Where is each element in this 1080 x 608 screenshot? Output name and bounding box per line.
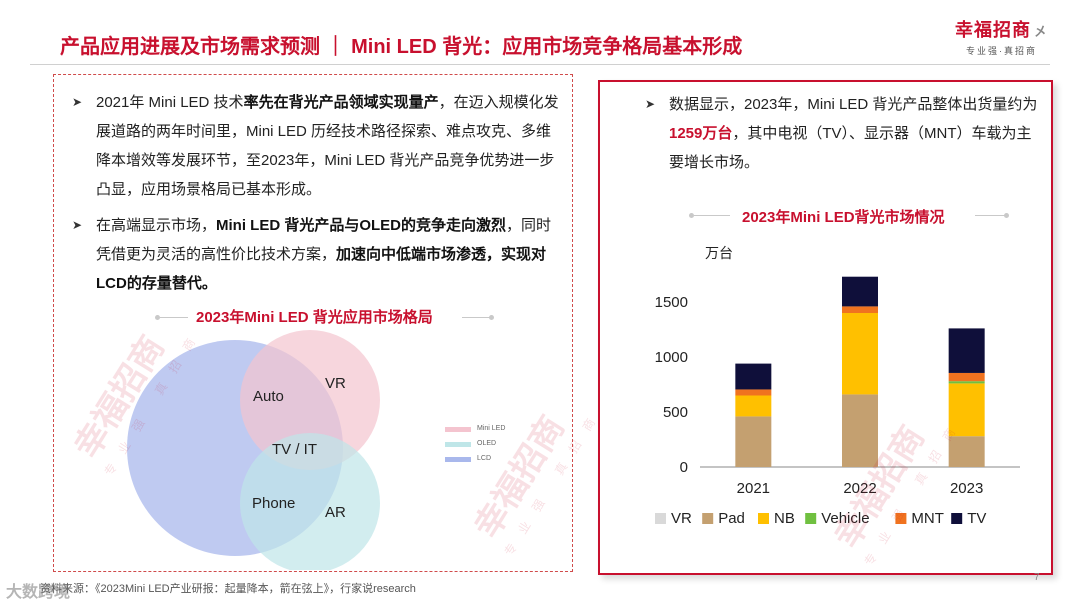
- x-tick-label: 2022: [843, 480, 876, 497]
- logo-main: 幸福招商㐅: [955, 20, 1049, 40]
- bar-pad-2023: [948, 436, 985, 467]
- bar-pad-2022: [842, 394, 878, 467]
- bar-chart: 万台 0 500 1000 1500 2021 2022 2023 VR Pad NB Vehi…: [655, 245, 1020, 527]
- legend-label-pad: Pad: [718, 510, 745, 527]
- bar-tv-2023: [948, 328, 985, 373]
- page-number: 7: [1034, 572, 1040, 583]
- source-note: 资料来源：《2023Mini LED产业研报：起量降本，箭在弦上》，行家说res…: [40, 583, 416, 595]
- left-panel: [53, 74, 573, 572]
- legend-swatch-vehicle: [805, 513, 817, 524]
- legend-swatch-mnt: [895, 513, 907, 524]
- title-deco-dot: [1004, 213, 1009, 218]
- bullet-arrow-icon: ➤: [72, 218, 83, 232]
- bar-vehicle-2023: [948, 381, 985, 384]
- venn-label-phone: Phone: [252, 495, 296, 512]
- legend-label-lcd: LCD: [477, 455, 492, 462]
- y-tick-label: 0: [680, 459, 688, 476]
- title-deco-line: [694, 215, 730, 216]
- left-bullet-2: ➤ 在高端显示市场，Mini LED 背光产品与OLED的竞争走向激烈，同时凭借…: [72, 211, 562, 298]
- bar-nb-2023: [948, 383, 985, 437]
- title-deco-line: [975, 215, 1005, 216]
- venn-label-auto: Auto: [253, 388, 284, 405]
- legend-swatch-nb: [758, 513, 769, 524]
- legend-swatch-vr: [655, 513, 666, 524]
- title-deco-dot: [689, 213, 694, 218]
- bar-nb-2021: [735, 395, 772, 417]
- legend-label-oled: OLED: [477, 440, 497, 447]
- logo: 幸福招商㐅 专业强·真招商: [955, 16, 1048, 57]
- legend-label-vehicle: Vehicle: [821, 510, 869, 527]
- logo-tagline: 专业强·真招商: [966, 46, 1037, 56]
- x-tick-label: 2023: [950, 480, 983, 497]
- venn-diagram: [127, 330, 380, 570]
- x-tick-label: 2021: [737, 480, 770, 497]
- mini-led-circle: [240, 330, 380, 470]
- legend-label-mini-led: Mini LED: [477, 425, 506, 432]
- legend-label-tv: TV: [967, 510, 986, 527]
- title-deco-line: [462, 317, 490, 318]
- venn-label-ar: AR: [325, 504, 346, 521]
- title-deco-dot: [155, 315, 160, 320]
- legend-label-mnt: MNT: [911, 510, 944, 527]
- bullet-arrow-icon: ➤: [645, 97, 656, 111]
- bar-tv-2022: [842, 276, 878, 307]
- y-tick-label: 1500: [655, 294, 688, 311]
- bar-pad-2021: [735, 416, 772, 467]
- y-axis-label: 万台: [705, 245, 733, 261]
- header-divider: [30, 64, 1050, 65]
- venn-title: 2023年Mini LED 背光应用市场格局: [196, 309, 433, 326]
- title-deco-line: [160, 317, 188, 318]
- bar-nb-2022: [842, 313, 878, 395]
- legend-swatch-oled: [445, 442, 471, 447]
- chart-title: 2023年Mini LED背光市场情况: [742, 209, 945, 226]
- watermark-overlay: 大数跨境: [6, 584, 71, 601]
- legend-swatch-lcd: [445, 457, 471, 462]
- legend-swatch-tv: [951, 513, 963, 524]
- bar-mnt-2023: [948, 372, 985, 382]
- bar-mnt-2021: [735, 389, 772, 396]
- venn-label-vr: VR: [325, 375, 346, 392]
- legend-swatch-mini-led: [445, 427, 471, 432]
- y-tick-label: 1000: [655, 349, 688, 366]
- title-deco-dot: [489, 315, 494, 320]
- y-tick-label: 500: [663, 404, 688, 421]
- page-title: 产品应用进展及市场需求预测 ｜ Mini LED 背光：应用市场竞争格局基本形成: [60, 36, 743, 58]
- legend-label-vr: VR: [671, 510, 692, 527]
- right-bullet: ➤ 数据显示，2023年，Mini LED 背光产品整体出货量约为1259万台，…: [645, 90, 1039, 177]
- left-bullet-1: ➤ 2021年 Mini LED 技术率先在背光产品领域实现量产，在迈入规模化发…: [72, 88, 562, 204]
- bar-mnt-2022: [842, 306, 878, 313]
- legend-label-nb: NB: [774, 510, 795, 527]
- oled-circle: [240, 433, 380, 570]
- venn-label-tv-it: TV / IT: [272, 441, 317, 458]
- right-panel: [598, 80, 1053, 575]
- legend-swatch-pad: [702, 513, 714, 524]
- bar-tv-2021: [735, 363, 772, 390]
- bullet-arrow-icon: ➤: [72, 95, 83, 109]
